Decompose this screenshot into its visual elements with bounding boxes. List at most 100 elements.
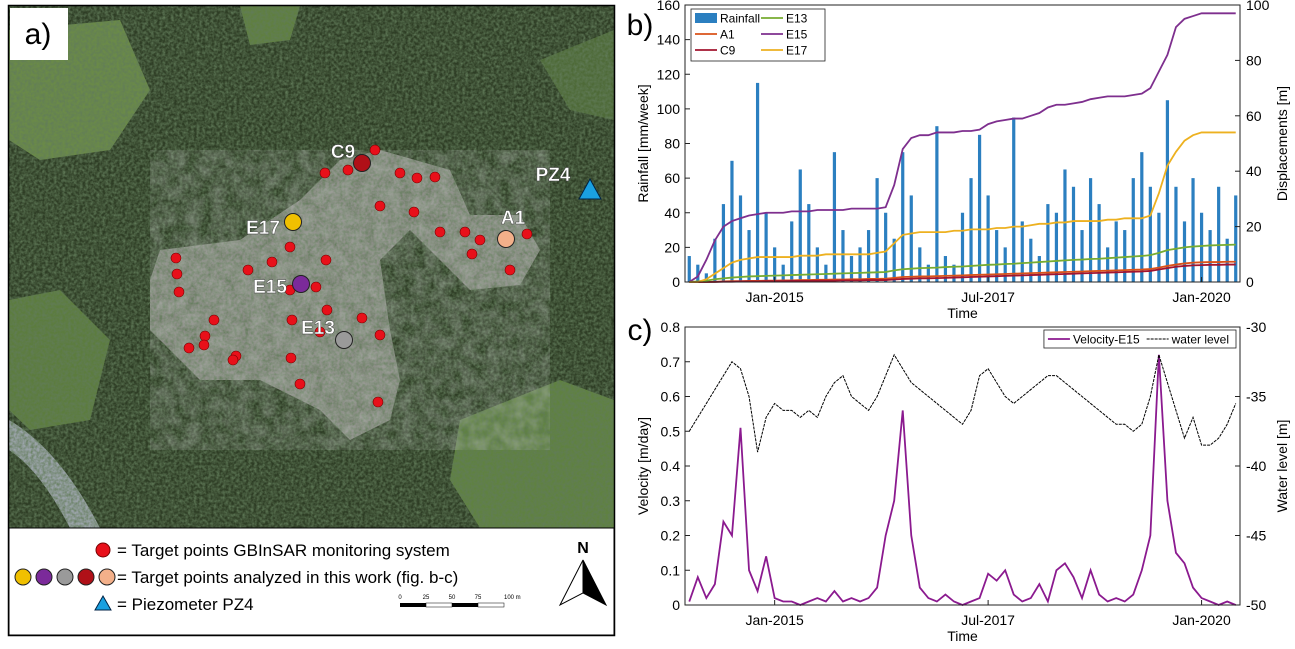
rainfall-bar [1140,152,1144,282]
north-arrow [558,559,608,607]
panel-label: c) [628,314,653,347]
rainfall-bar [773,247,777,282]
series-line [688,12,1236,283]
rainfall-bar [1063,169,1067,282]
y-tick-label: 100 [657,101,681,117]
x-axis-label: Time [947,305,978,321]
legend-text: = Target points GBInSAR monitoring syste… [117,541,450,560]
target-point [170,252,182,264]
target-point [171,268,183,280]
target-point [314,326,326,338]
target-point [342,164,354,176]
y-tick-label: 20 [664,239,680,255]
rainfall-bar [815,247,819,282]
y2-tick-label: 80 [1246,52,1262,68]
rainfall-bar [713,238,717,282]
rainfall-bar [960,212,965,282]
charts: b) 0 20 40 60 80 100 120 140 160 0 20 40 60 80 100 Jan-2… [627,0,1290,644]
scale-label: 50 [449,595,456,601]
y2-tick-label: 20 [1246,219,1262,235]
series-line [689,263,1236,283]
legend: Rainfall A1 C9 E13 E15 E17 [690,8,826,62]
target-points [170,144,602,408]
rainfall-bar [1182,221,1187,282]
legend-label: A1 [720,28,735,42]
scale-label: 100 m [504,595,521,601]
rainfall-bar [875,178,879,282]
legend-symbol [95,542,111,558]
rainfall-bar [1131,178,1135,282]
y2-tick-label: 100 [1246,0,1270,13]
x-tick-label: Jan-2020 [1172,612,1231,628]
legend-text: = Piezometer PZ4 [117,595,254,614]
target-point [198,339,210,351]
analyzed-point [335,331,353,349]
north-label: N [577,540,589,557]
legend: Velocity-E15 water level [1043,329,1237,349]
series-line [689,243,1236,283]
rainfall-bar [1106,247,1110,282]
rainfall-bar [1088,178,1093,282]
y-tick-label: 40 [664,205,680,221]
series-line [689,131,1236,283]
rainfall-bar [858,247,862,282]
rainfall-bar [884,212,888,282]
target-point [320,254,332,266]
y2-tick-label: 0 [1246,274,1254,290]
y-tick-label: 0.6 [661,389,681,405]
aerial-image [9,6,614,528]
rainfall-bar [1020,221,1024,282]
y2-tick-label: -40 [1246,458,1266,474]
legend-symbol [98,568,116,586]
rainfall-bar [721,204,726,282]
target-point [369,144,381,156]
target-point [434,226,446,238]
x-tick-label: Jan-2015 [745,289,804,305]
rainfall-bar [1217,186,1221,282]
legend-label: E17 [786,44,808,58]
target-point [266,256,278,268]
target-point [466,248,478,260]
rainfall-bar [1054,212,1059,282]
scale-labels: 0 25 50 75 100 m [398,595,520,601]
target-point [242,264,254,276]
x-axis-label: Time [947,628,978,644]
target-point [286,314,298,326]
plot-area [685,327,1240,605]
y2-tick-label: -45 [1246,528,1266,544]
legend-label: E15 [786,28,808,42]
legend-text: = Target points analyzed in this work (f… [117,568,458,587]
rainfall-bar [952,264,956,282]
point-label: E13 [301,318,335,339]
y-tick-label: 160 [657,0,681,13]
target-point [374,200,386,212]
point-label: E17 [246,218,280,239]
legend-label: E13 [786,12,808,26]
rainfall-bar [790,221,794,282]
y-tick-label: 0.4 [661,458,681,474]
y-axis-label: Rainfall [mm/week] [635,84,651,202]
rainfall-bar [977,134,982,282]
rainfall-bar [1037,256,1041,282]
legend-symbol [94,594,112,611]
rainfall-bar [798,169,802,282]
legend-label: Rainfall [720,12,760,26]
point-label: C9 [331,142,355,163]
rainfall-bar [892,238,896,282]
rainfall-bar [1148,186,1152,282]
y-tick-label: 0.7 [661,354,681,370]
rainfall-bar [986,195,990,282]
target-point [208,314,220,326]
rainfall-bar [1174,186,1178,282]
target-point [374,329,386,341]
rainfall-bar [901,152,905,282]
y2-tick-label: -30 [1246,319,1266,335]
rainfall-bar [1046,204,1050,282]
legend-box [1043,329,1237,349]
target-point [394,167,406,179]
point-labels: C9 E17 E15 E13 A1 PZ4 [246,142,571,339]
rainfall-bar [909,195,913,282]
rainfall-bar [1123,230,1127,282]
point-label: PZ4 [536,165,571,186]
